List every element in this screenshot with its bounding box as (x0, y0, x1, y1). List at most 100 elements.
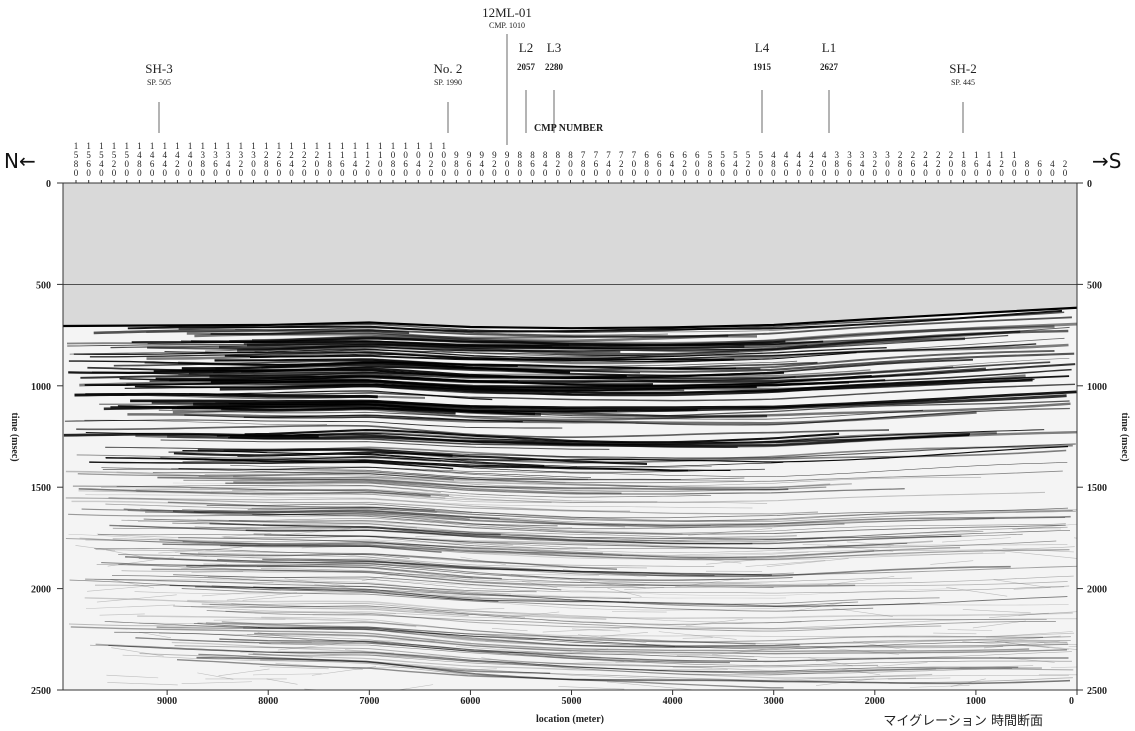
noise-stroke (257, 632, 316, 642)
reflector (94, 579, 786, 599)
reflector (95, 584, 920, 608)
annotation-label: L2 (519, 40, 533, 55)
reflector (194, 526, 984, 543)
noise-stroke (930, 560, 974, 565)
reflector (158, 409, 924, 420)
reflector (112, 538, 623, 556)
noise-stroke (197, 672, 234, 680)
noise-stroke (96, 594, 177, 603)
reflector (64, 419, 563, 429)
reflector (214, 358, 798, 367)
noise-stroke (887, 677, 951, 680)
noise-stroke (403, 591, 481, 598)
noise-stroke (284, 578, 345, 586)
noise-stroke (275, 662, 363, 670)
noise-stroke (337, 553, 420, 563)
y-tick-label: 0 (46, 179, 51, 190)
noise-stroke (174, 552, 207, 557)
noise-stroke (572, 628, 621, 632)
reflector (122, 654, 1069, 681)
noise-stroke (1068, 645, 1077, 647)
reflector (131, 340, 824, 347)
reflector (210, 316, 1072, 338)
reflector (231, 603, 802, 624)
noise-stroke (994, 641, 1077, 650)
noise-stroke (791, 602, 843, 612)
x-tick-label: 0 (1069, 696, 1074, 707)
noise-stroke (205, 543, 271, 552)
noise-stroke (1012, 523, 1077, 530)
reflector (85, 578, 632, 600)
x-tick-label: 9000 (157, 696, 177, 707)
noise-stroke (485, 636, 572, 642)
seismic-texture (63, 183, 1077, 690)
noise-stroke (240, 651, 313, 658)
noise-stroke (962, 609, 1031, 614)
x-tick-label: 5000 (562, 696, 582, 707)
y-tick-label: 1000 (31, 382, 51, 393)
noise-stroke (607, 587, 642, 597)
noise-stroke (1002, 548, 1074, 553)
reflector (81, 508, 470, 520)
noise-stroke (832, 607, 893, 617)
noise-stroke (371, 652, 461, 658)
reflector (127, 510, 626, 528)
reflector (245, 529, 962, 545)
noise-stroke (221, 533, 272, 538)
noise-stroke (415, 533, 491, 538)
y-tick-label: 2000 (31, 585, 51, 596)
reflector (244, 428, 840, 444)
noise-stroke (107, 682, 178, 686)
reflector (139, 653, 917, 682)
x-tick-label: 2000 (865, 696, 885, 707)
reflector (189, 383, 1076, 402)
reflector (187, 599, 1073, 620)
annotation-sub: SP. 1990 (434, 78, 462, 87)
reflector (169, 584, 1068, 607)
reflector (172, 522, 1071, 540)
noise-stroke (285, 528, 352, 535)
annotation-sub: 1915 (753, 62, 772, 72)
reflector (228, 437, 738, 449)
reflector (252, 513, 1066, 528)
annotation-sub: 2057 (517, 62, 536, 72)
reflector (256, 565, 913, 583)
noise-stroke (206, 581, 274, 583)
reflector (114, 631, 758, 660)
noise-stroke (1005, 642, 1069, 651)
reflector (105, 457, 689, 472)
reflector (190, 488, 446, 499)
noise-stroke (75, 545, 116, 552)
noise-stroke (277, 641, 357, 651)
noise-stroke (697, 557, 742, 564)
reflector (195, 586, 499, 602)
y-tick-label: 1500 (31, 483, 51, 494)
reflector (213, 390, 493, 401)
annotation-sub: CMP. 1010 (489, 21, 525, 30)
reflector (111, 575, 537, 593)
x-tick-label: 7000 (359, 696, 379, 707)
x-tick-label: 6000 (460, 696, 480, 707)
reflector (173, 574, 562, 591)
reflector (197, 552, 647, 569)
reflector (135, 488, 658, 503)
x-tick-label: 4000 (663, 696, 683, 707)
reflector (85, 392, 426, 400)
reflector (246, 634, 1072, 659)
